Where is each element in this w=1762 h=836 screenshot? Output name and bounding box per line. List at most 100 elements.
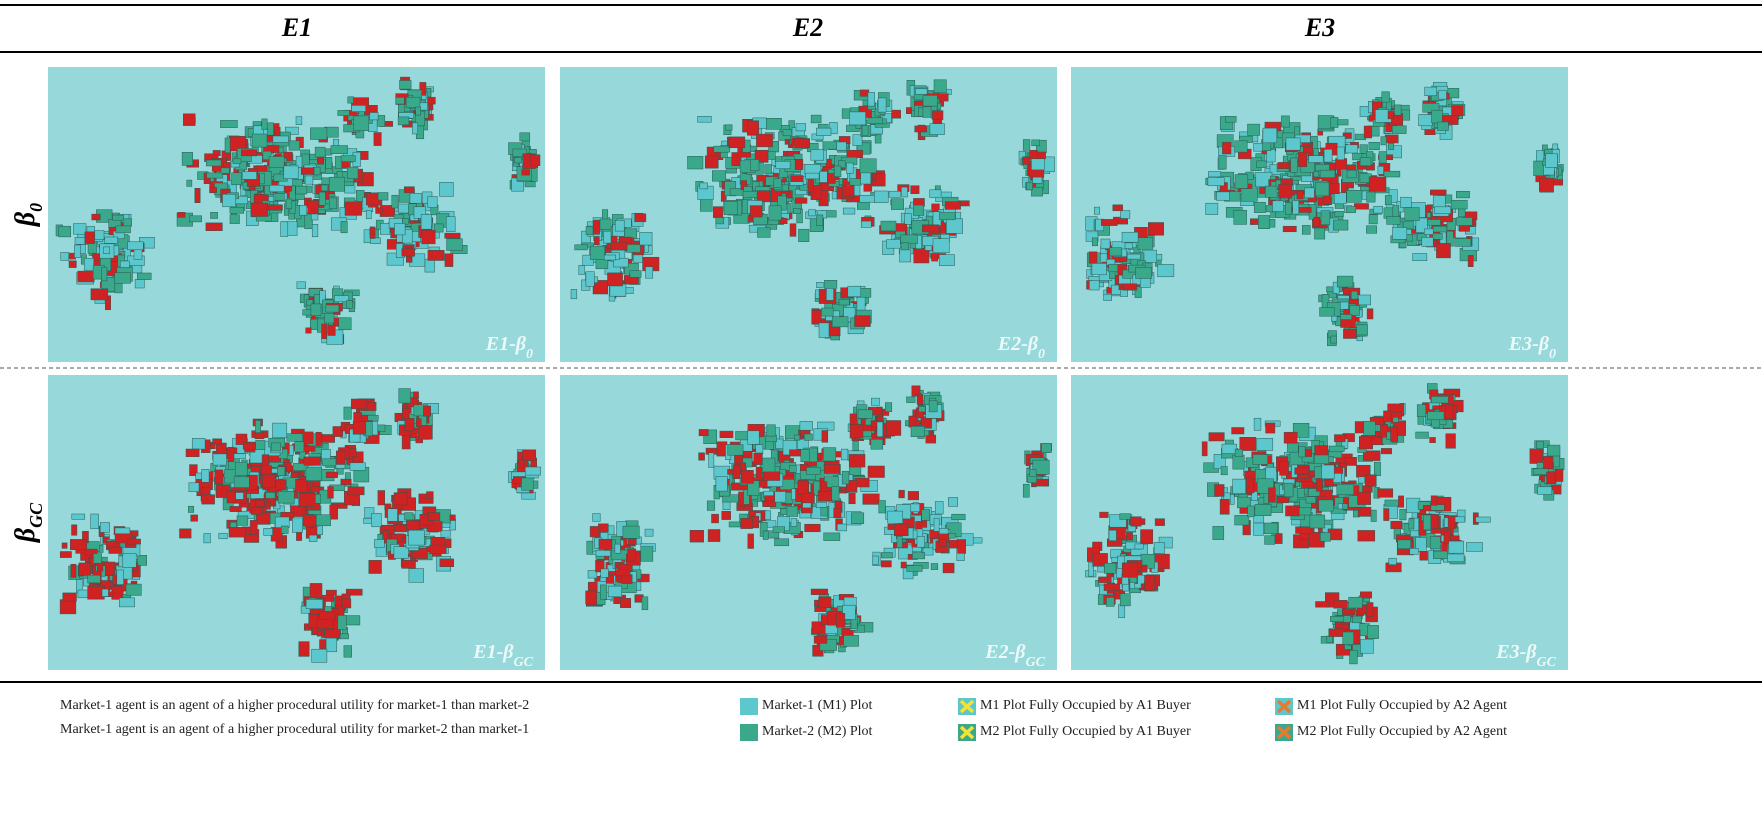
map-plot <box>791 176 803 182</box>
map-plot <box>1388 143 1393 149</box>
map-plot <box>894 524 908 536</box>
map-plot <box>1379 152 1386 164</box>
map-plot <box>1235 515 1249 525</box>
map-plot <box>213 439 222 444</box>
map-plot <box>434 224 443 232</box>
map-plot <box>320 611 336 619</box>
map-plot <box>824 464 840 473</box>
map-plot <box>1120 290 1127 297</box>
map-plot <box>1424 229 1433 235</box>
map-plot <box>1127 254 1140 259</box>
map-plot <box>300 205 307 215</box>
map-plot <box>1388 111 1394 119</box>
map-plot <box>1286 138 1300 150</box>
map-plot <box>1337 276 1353 287</box>
map-plot <box>1255 504 1271 515</box>
map-plot <box>402 560 416 568</box>
map-plot <box>750 206 762 218</box>
map-plot <box>1233 479 1246 494</box>
map-plot <box>320 640 327 649</box>
map-plot <box>1263 128 1277 143</box>
map-plot <box>789 465 796 472</box>
map-plot <box>791 518 797 526</box>
map-plot <box>1438 122 1449 131</box>
map-plot <box>594 237 599 245</box>
map-panel: E3-βGC <box>1071 375 1568 670</box>
map-plot <box>1320 308 1335 317</box>
map-plot <box>733 465 741 479</box>
map-plot <box>851 513 863 524</box>
map-plot <box>754 453 763 465</box>
map-plot <box>1257 438 1273 450</box>
map-plot <box>916 521 922 529</box>
map-plot <box>897 536 902 547</box>
map-plot <box>1023 157 1030 165</box>
map-plot <box>237 516 248 526</box>
map-plot <box>1265 536 1275 545</box>
map-plot <box>1254 418 1261 430</box>
map-plot <box>1547 472 1557 484</box>
map-plot <box>861 172 871 185</box>
map-plot <box>328 325 336 336</box>
map-plot <box>798 481 809 494</box>
map-plot <box>805 524 821 532</box>
map-plot <box>931 564 938 570</box>
map-plot <box>891 199 903 210</box>
map-plot <box>1225 116 1236 122</box>
map-plot <box>1286 506 1300 516</box>
map-plot <box>1092 263 1107 274</box>
map-plot <box>1266 423 1275 433</box>
map-plot <box>262 455 269 467</box>
map-plot <box>1110 248 1122 256</box>
map-plot <box>446 217 455 232</box>
map-plot <box>410 193 422 203</box>
map-plot <box>1393 206 1399 217</box>
map-plot <box>233 159 241 164</box>
map-plot <box>892 110 901 118</box>
map-plot <box>888 511 903 523</box>
map-plot <box>137 273 151 280</box>
map-plot <box>1232 428 1244 435</box>
map-plot <box>213 150 220 155</box>
panel-label-text: E2-β <box>997 333 1039 355</box>
map-plot <box>299 493 316 506</box>
map-plot <box>336 451 345 465</box>
map-plot <box>1533 469 1548 475</box>
map-plot <box>1400 509 1406 520</box>
map-plot <box>1258 216 1270 229</box>
map-plot <box>287 434 303 442</box>
map-plot <box>344 407 352 419</box>
panel-label-subscript: 0 <box>1549 347 1556 362</box>
map-plot <box>255 433 264 439</box>
map-plot <box>1455 239 1471 247</box>
map-plot <box>1360 640 1373 654</box>
map-plot <box>308 201 319 215</box>
panel-label-subscript: GC <box>514 655 534 670</box>
map-plot <box>1032 140 1040 146</box>
map-plot <box>59 226 71 237</box>
map-plot <box>1285 202 1291 214</box>
map-plot <box>756 134 772 147</box>
map-plot <box>775 492 786 503</box>
map-plot <box>117 570 124 585</box>
map-plot <box>328 487 334 499</box>
map-plot <box>628 549 636 561</box>
map-plot <box>1476 517 1491 522</box>
map-plot <box>180 529 192 538</box>
map-plot <box>204 534 211 543</box>
map-plot <box>1346 145 1358 153</box>
map-plot <box>722 511 731 519</box>
map-plot <box>724 201 737 214</box>
map-plot <box>911 426 925 436</box>
map-plot <box>412 123 417 134</box>
map-plot <box>901 562 906 568</box>
map-plot <box>709 453 714 468</box>
map-plot <box>312 649 327 662</box>
map-plot <box>374 133 381 146</box>
map-plot <box>428 250 444 260</box>
map-plot <box>396 97 405 104</box>
map-plot <box>102 267 107 281</box>
map-plot <box>339 318 352 330</box>
map-plot <box>322 324 327 339</box>
map-plot <box>875 135 881 143</box>
